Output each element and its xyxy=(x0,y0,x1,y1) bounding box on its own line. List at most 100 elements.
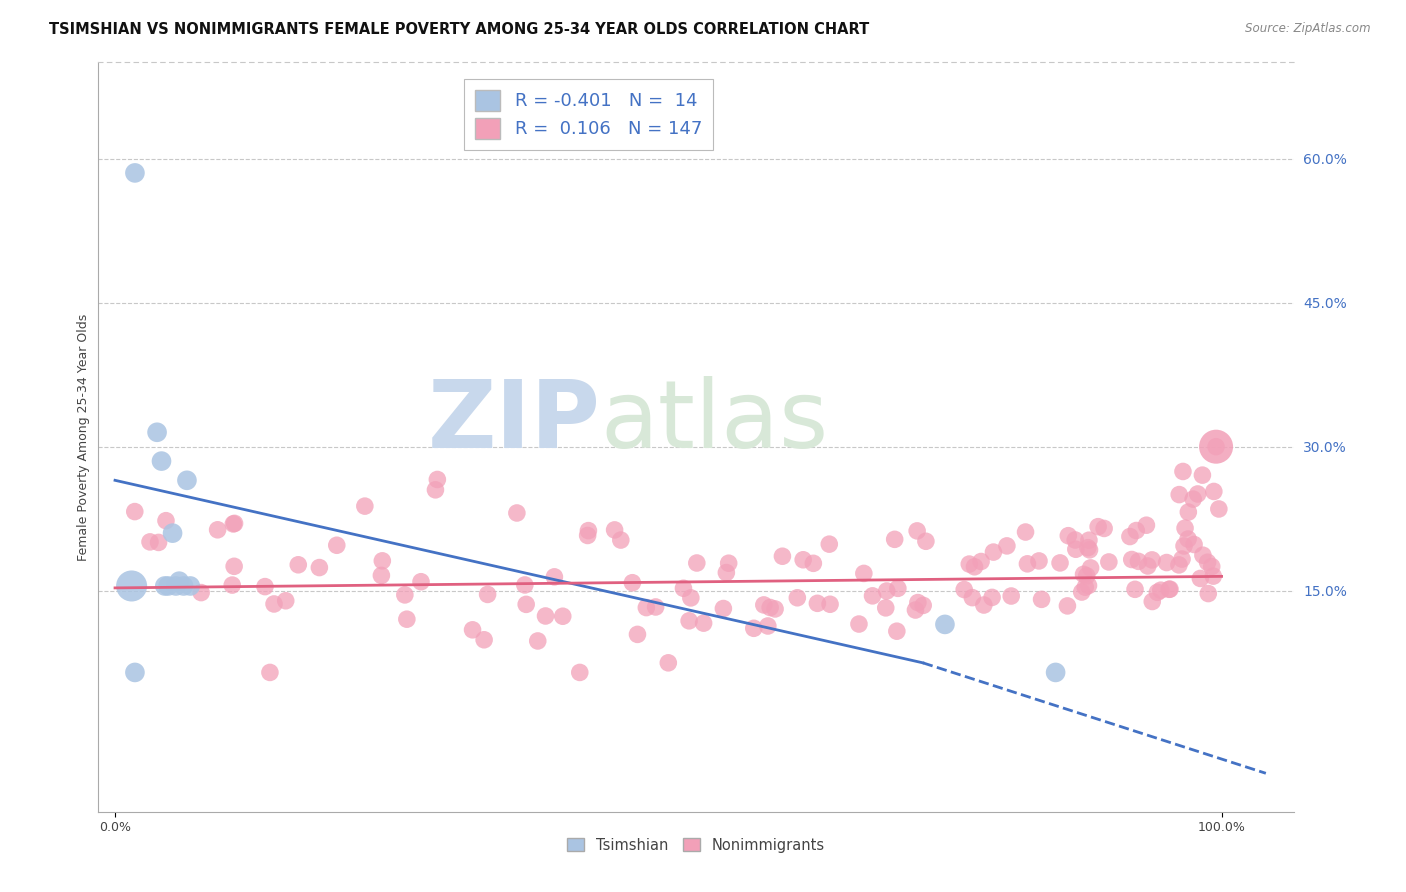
Legend: Tsimshian, Nonimmigrants: Tsimshian, Nonimmigrants xyxy=(561,831,831,858)
Point xyxy=(1049,556,1071,570)
Point xyxy=(636,600,658,615)
Point xyxy=(934,617,956,632)
Point xyxy=(963,559,986,574)
Point xyxy=(912,599,935,613)
Point xyxy=(876,584,898,599)
Point xyxy=(1119,530,1142,544)
Point xyxy=(875,600,897,615)
Point xyxy=(792,553,814,567)
Point xyxy=(1135,518,1157,533)
Point xyxy=(1146,585,1168,599)
Point xyxy=(801,557,824,571)
Point xyxy=(173,579,195,593)
Point xyxy=(221,578,243,592)
Point xyxy=(806,596,828,610)
Point xyxy=(848,617,870,632)
Point xyxy=(915,534,938,549)
Point xyxy=(742,621,765,635)
Point xyxy=(287,558,309,572)
Point xyxy=(953,582,976,597)
Point xyxy=(353,499,375,513)
Point xyxy=(973,598,995,612)
Point xyxy=(907,596,929,610)
Point xyxy=(124,665,146,680)
Point xyxy=(756,619,779,633)
Point xyxy=(1177,505,1199,519)
Point xyxy=(905,524,928,538)
Point xyxy=(1197,555,1219,569)
Point xyxy=(644,599,666,614)
Point xyxy=(1159,582,1181,597)
Point xyxy=(121,579,143,593)
Point xyxy=(759,600,782,615)
Point xyxy=(461,623,484,637)
Point xyxy=(513,578,536,592)
Point xyxy=(1156,556,1178,570)
Point xyxy=(678,614,700,628)
Point xyxy=(1192,548,1215,562)
Point xyxy=(576,528,599,542)
Point xyxy=(409,574,432,589)
Point xyxy=(1189,571,1212,585)
Point xyxy=(1197,586,1219,600)
Point xyxy=(1182,537,1205,551)
Point xyxy=(1073,567,1095,582)
Point xyxy=(1191,468,1213,483)
Point xyxy=(477,587,499,601)
Point xyxy=(1128,554,1150,568)
Point xyxy=(1077,533,1099,548)
Point xyxy=(752,598,775,612)
Point xyxy=(139,534,162,549)
Point xyxy=(472,632,495,647)
Point xyxy=(274,593,297,607)
Point xyxy=(1077,541,1099,555)
Point xyxy=(576,524,599,538)
Point xyxy=(222,516,245,531)
Point xyxy=(568,665,591,680)
Point xyxy=(1045,665,1067,680)
Point xyxy=(1171,552,1194,566)
Point xyxy=(1031,592,1053,607)
Point xyxy=(904,603,927,617)
Point xyxy=(679,591,702,605)
Point xyxy=(1017,557,1039,571)
Point xyxy=(1177,532,1199,546)
Point xyxy=(1123,582,1146,597)
Point xyxy=(370,568,392,582)
Point xyxy=(253,580,276,594)
Point xyxy=(394,588,416,602)
Point xyxy=(155,514,177,528)
Point xyxy=(426,473,449,487)
Point xyxy=(190,585,212,599)
Point xyxy=(162,526,184,541)
Point xyxy=(1142,594,1164,608)
Point xyxy=(1064,542,1087,557)
Point xyxy=(259,665,281,680)
Point xyxy=(1168,558,1191,572)
Point xyxy=(672,582,695,596)
Point xyxy=(1150,583,1173,598)
Point xyxy=(157,579,180,593)
Point xyxy=(263,597,285,611)
Point xyxy=(692,616,714,631)
Point xyxy=(1159,582,1181,597)
Point xyxy=(515,598,537,612)
Point xyxy=(610,533,633,547)
Point xyxy=(852,566,875,581)
Point xyxy=(1087,519,1109,533)
Text: atlas: atlas xyxy=(600,376,828,468)
Point xyxy=(1028,554,1050,568)
Point xyxy=(886,624,908,639)
Point xyxy=(1074,580,1097,594)
Point xyxy=(179,579,201,593)
Point xyxy=(717,556,740,570)
Point xyxy=(770,549,793,564)
Point xyxy=(626,627,648,641)
Point xyxy=(686,556,709,570)
Point xyxy=(1077,578,1099,592)
Point xyxy=(1202,569,1225,583)
Point xyxy=(124,505,146,519)
Point xyxy=(224,516,246,531)
Point xyxy=(1000,589,1022,603)
Point xyxy=(1205,440,1227,454)
